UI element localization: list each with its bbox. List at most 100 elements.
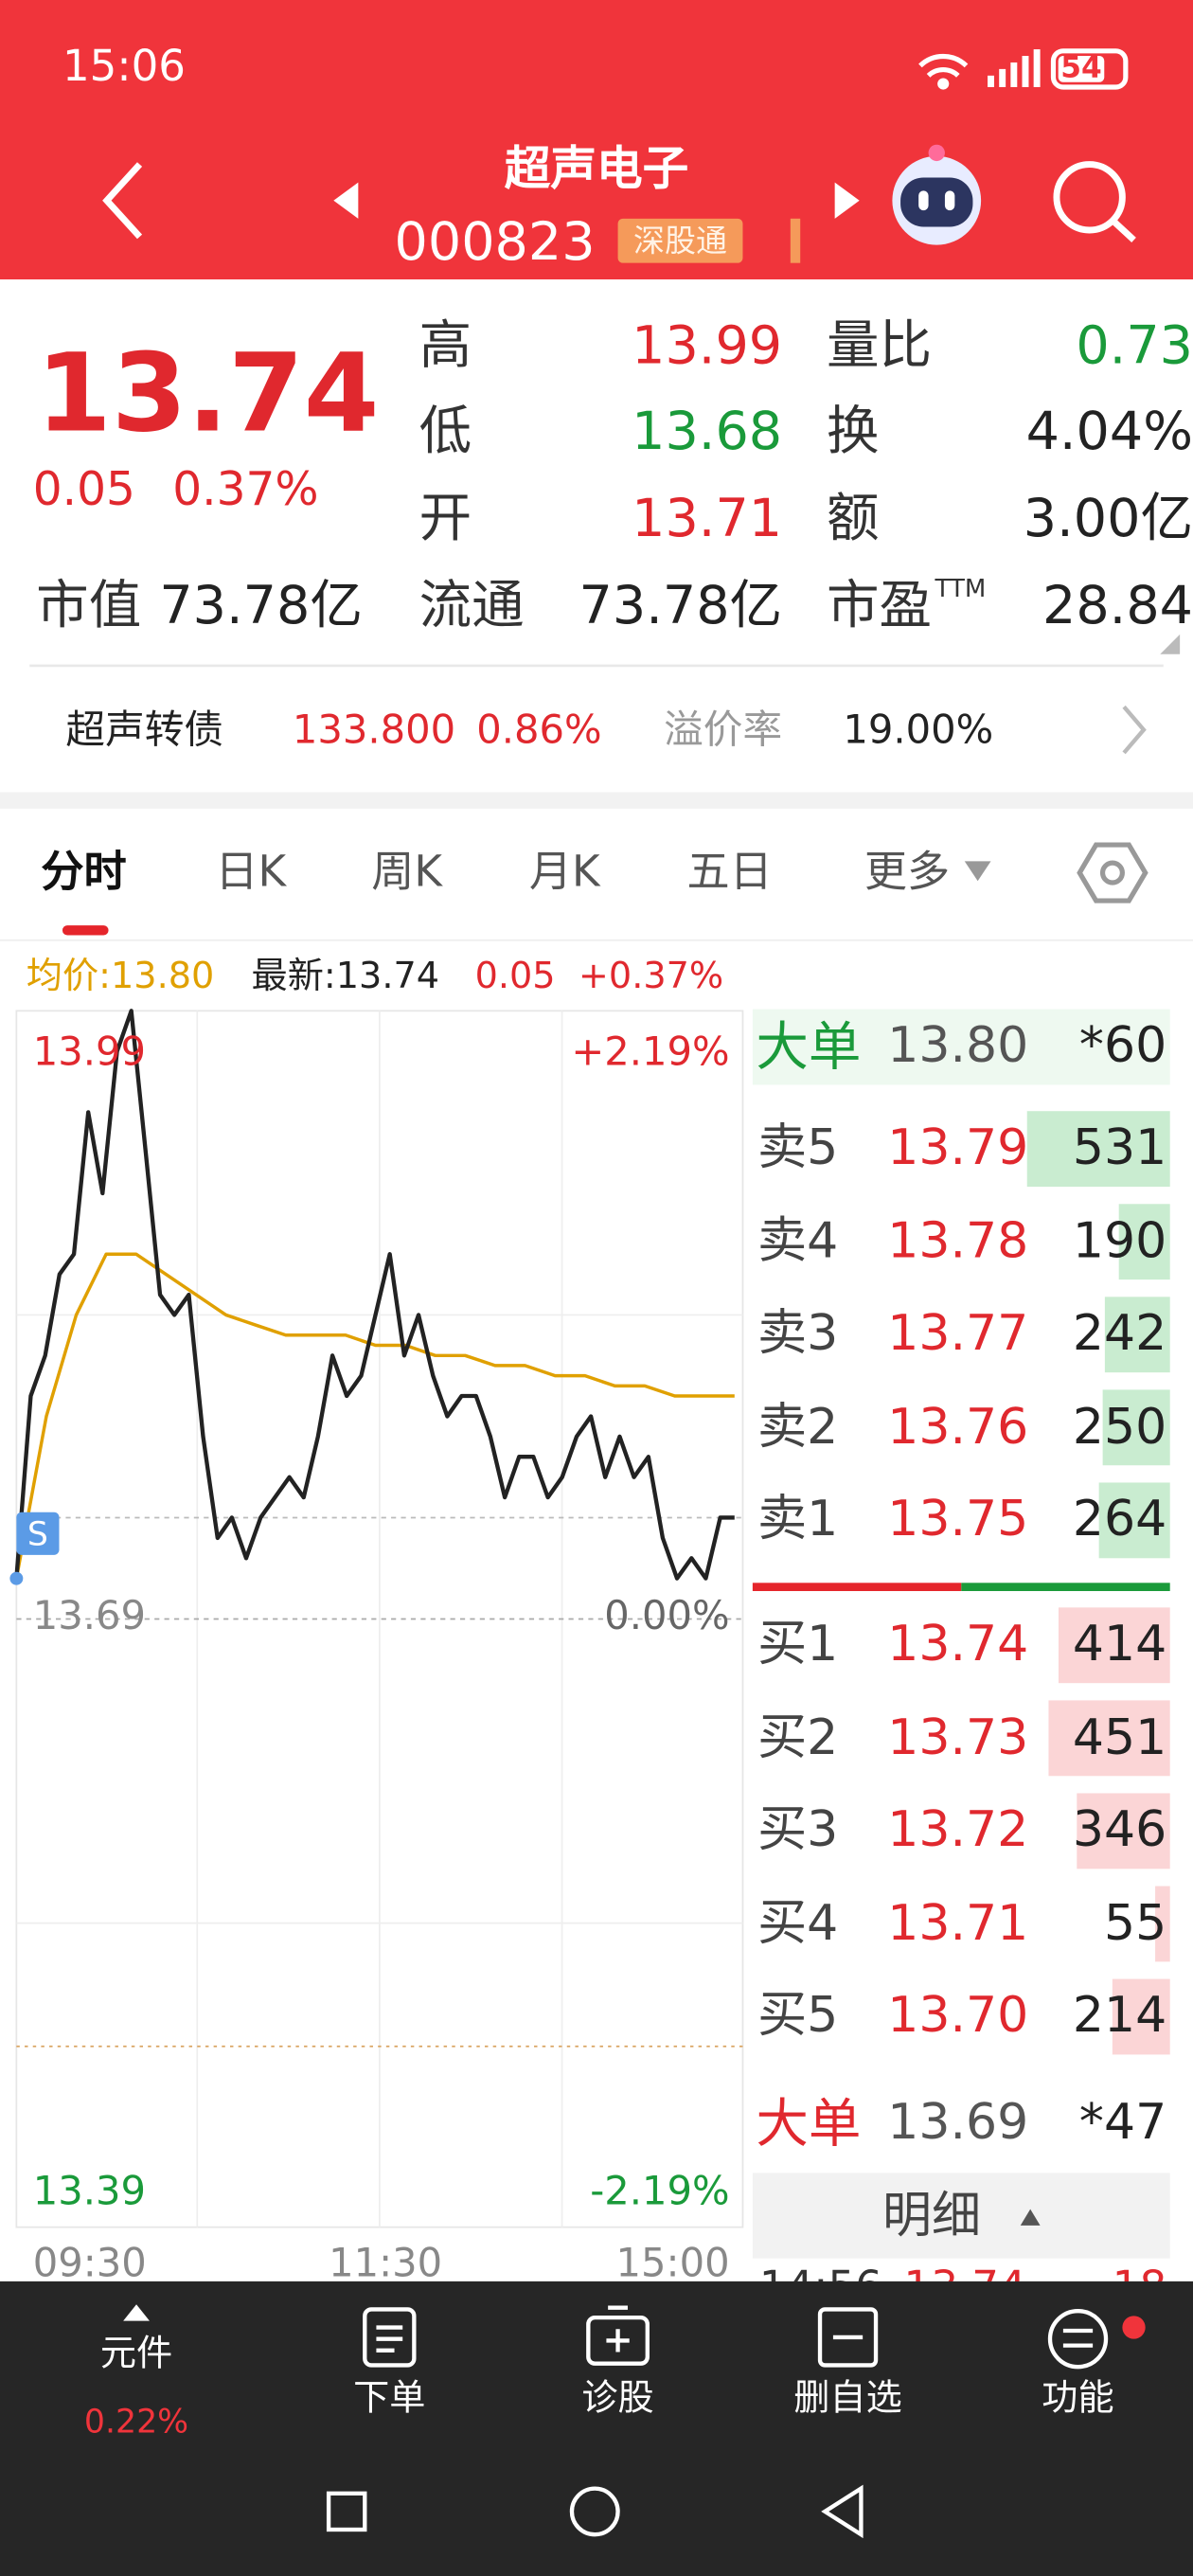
- price-line: [14, 1009, 735, 1581]
- volume-bar: [1102, 1389, 1170, 1466]
- chevron[interactable]: [1122, 705, 1147, 755]
- float-label: 流通: [418, 573, 525, 636]
- book-label: 卖2: [757, 1398, 839, 1456]
- start-dot: [9, 1571, 24, 1585]
- more-icon[interactable]: [964, 861, 991, 882]
- search-icon[interactable]: [1053, 161, 1136, 242]
- volume-bar: [1155, 1886, 1170, 1962]
- x-label: 15:00: [615, 2239, 730, 2286]
- nav-label[interactable]: 下单: [353, 2377, 426, 2420]
- big-order-label: 大单: [756, 2091, 862, 2155]
- nav-label[interactable]: 删自选: [793, 2377, 902, 2420]
- pe-sup: TTM: [935, 573, 987, 603]
- detail-title[interactable]: 明细: [881, 2188, 982, 2245]
- stat-value: 4.04%: [1025, 399, 1193, 462]
- stat-value: 3.00亿: [1023, 486, 1193, 549]
- x-label: 11:30: [329, 2239, 443, 2286]
- chart-tab[interactable]: 分时: [41, 849, 127, 899]
- stock-name: 超声电子: [504, 141, 689, 196]
- float-value: 73.78亿: [579, 573, 783, 636]
- cap-label: 市值: [36, 573, 142, 636]
- book-price: 13.79: [887, 1118, 1029, 1177]
- chart-tab[interactable]: 周K: [371, 849, 442, 899]
- volume-bar: [1118, 1204, 1170, 1280]
- nav-label[interactable]: 元件: [99, 2334, 173, 2375]
- book-volume: 190: [1072, 1211, 1167, 1270]
- tag-bg: [617, 218, 743, 263]
- y-label-bottom: 13.39: [32, 2167, 146, 2214]
- book-volume: 346: [1072, 1801, 1167, 1859]
- stat-label: 高: [418, 313, 472, 377]
- stat-label: 开: [418, 486, 472, 549]
- pe-label: 市盈: [826, 573, 933, 636]
- big-order-volume: *60: [1078, 1017, 1167, 1076]
- volume-bar: [1058, 1607, 1170, 1684]
- stat-label: 换: [826, 399, 880, 462]
- signal: [988, 49, 1105, 87]
- book-price: 13.72: [887, 1801, 1029, 1859]
- avg-line: [14, 1252, 735, 1579]
- stat-value: 13.68: [632, 399, 783, 462]
- book-price: 13.78: [887, 1211, 1029, 1270]
- volume-bar: [1048, 1700, 1170, 1777]
- tag-mark: [790, 218, 801, 263]
- volume-bar: [1104, 1297, 1170, 1373]
- book-price: 13.75: [887, 1491, 1029, 1548]
- bond-price: 133.800: [292, 706, 456, 753]
- pct-label-top: +2.19%: [571, 1028, 730, 1075]
- pct-legend: +0.37%: [578, 956, 724, 998]
- next-icon[interactable]: [834, 182, 860, 219]
- header-bg: [0, 0, 1193, 280]
- nav-label[interactable]: 诊股: [581, 2377, 654, 2420]
- big-order-volume: *47: [1078, 2094, 1167, 2152]
- book-label: 卖4: [757, 1211, 839, 1270]
- recent-button[interactable]: [326, 2491, 367, 2532]
- nav-sub: 0.22%: [83, 2401, 189, 2442]
- y-label-top: 13.99: [32, 1028, 146, 1075]
- volume-bar: [1026, 1111, 1170, 1188]
- chart: [9, 1009, 744, 2228]
- price-pct: 0.37%: [172, 462, 319, 517]
- stat-value: 13.71: [632, 486, 783, 549]
- badge: [1122, 2316, 1146, 2339]
- volume-bar: [1112, 1978, 1170, 2055]
- nav-label[interactable]: 功能: [1042, 2377, 1114, 2420]
- volume-bar: [1098, 1482, 1170, 1559]
- gap: [0, 792, 1193, 809]
- x-label: 09:30: [32, 2239, 147, 2286]
- back-icon[interactable]: [102, 162, 143, 240]
- book-price: 13.70: [887, 1987, 1029, 2046]
- book-divider-sell: [752, 1583, 962, 1592]
- prev-icon[interactable]: [333, 182, 359, 219]
- home-button[interactable]: [569, 2486, 620, 2537]
- book-volume: 414: [1072, 1616, 1167, 1673]
- change-legend: 0.05: [474, 956, 556, 998]
- chart-tab[interactable]: 月K: [528, 849, 600, 899]
- cap-value: 73.78亿: [159, 573, 363, 636]
- back-button[interactable]: [821, 2484, 864, 2539]
- book-price: 13.77: [887, 1305, 1029, 1363]
- nav-icons: [123, 2304, 1146, 2539]
- big-order-price: 13.69: [887, 2094, 1029, 2152]
- stat-value: 0.73: [1076, 313, 1193, 377]
- robot-icon[interactable]: [892, 144, 982, 245]
- stock-tag: 深股通: [633, 223, 727, 259]
- settings-icon[interactable]: [1077, 842, 1148, 903]
- chart-tab[interactable]: 五日: [686, 849, 773, 899]
- marker: S: [27, 1513, 48, 1554]
- marker-bg: [16, 1512, 60, 1555]
- status-time: 15:06: [62, 43, 187, 93]
- book-label: 卖1: [757, 1491, 839, 1548]
- book-label: 买2: [757, 1708, 839, 1766]
- chart-tab[interactable]: 日K: [215, 849, 287, 899]
- bond-name[interactable]: 超声转债: [65, 706, 224, 753]
- chart-tab[interactable]: 更多: [864, 849, 951, 899]
- last-price: 13.74: [36, 331, 380, 458]
- detail-arrow[interactable]: [1020, 2209, 1041, 2226]
- bond-pct: 0.86%: [476, 706, 602, 753]
- system-nav: [326, 2484, 864, 2539]
- detail-bg[interactable]: [752, 2173, 1170, 2259]
- stat-label: 额: [826, 486, 880, 549]
- battery-level: 54: [1060, 51, 1102, 86]
- nav-icon[interactable]: [123, 2304, 150, 2321]
